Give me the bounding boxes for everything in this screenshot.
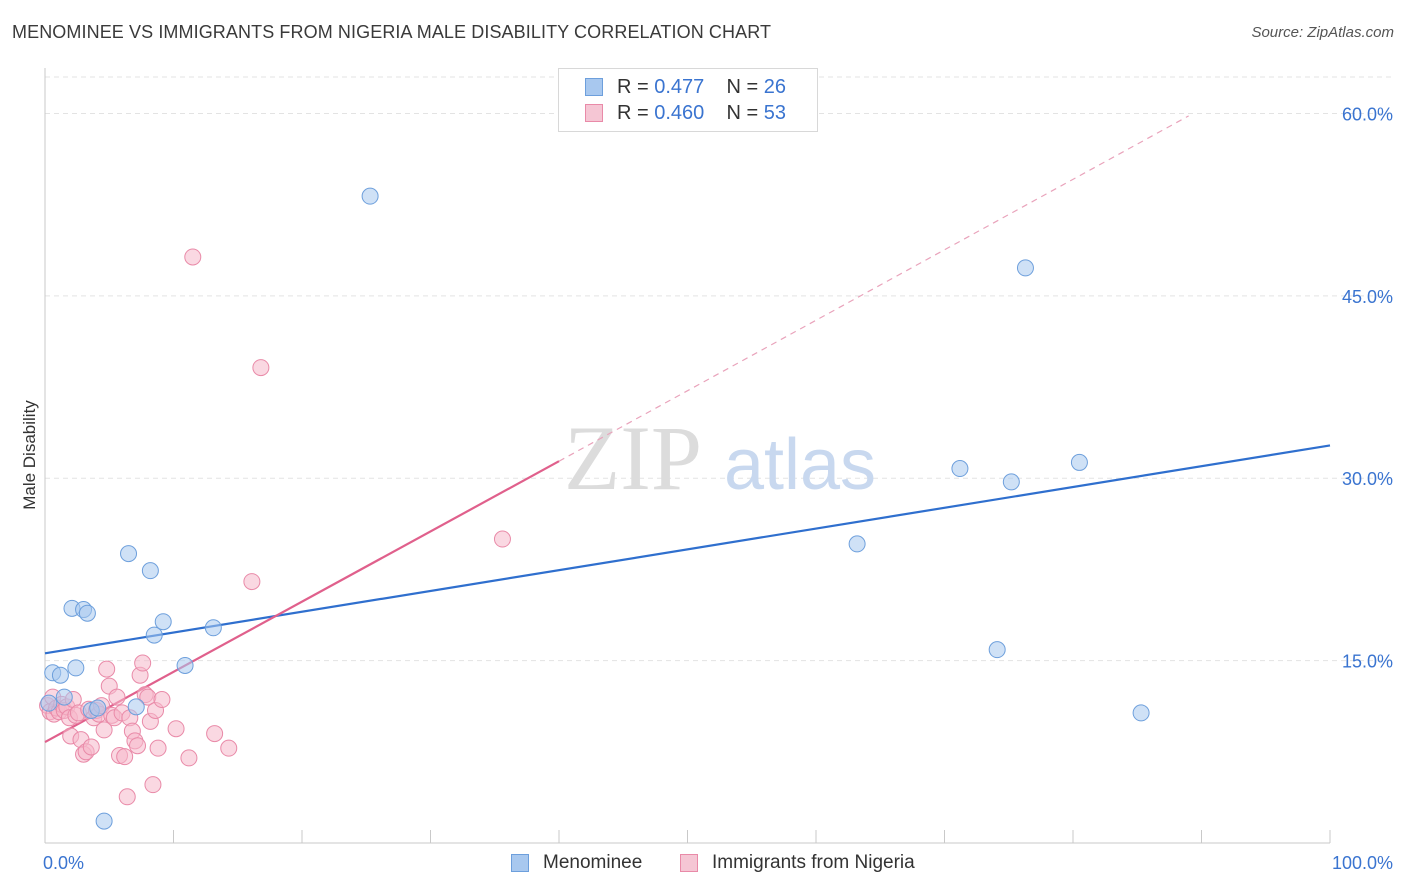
y-tick-label: 60.0%: [1342, 104, 1393, 124]
point-menominee: [67, 659, 85, 677]
point-nigeria: [95, 721, 113, 739]
point-nigeria: [153, 691, 171, 709]
y-tick-label: 15.0%: [1342, 652, 1393, 672]
point-nigeria: [149, 739, 167, 757]
point-nigeria: [206, 725, 224, 743]
point-nigeria: [82, 738, 100, 756]
point-nigeria: [144, 776, 162, 794]
x-tick-label: 100.0%: [1332, 853, 1393, 873]
point-nigeria: [98, 660, 116, 678]
legend-r-value: 0.460: [654, 102, 705, 124]
legend-n-label: N =: [726, 76, 759, 98]
legend-swatch-pink: [680, 854, 698, 872]
point-nigeria: [184, 248, 202, 266]
point-menominee: [120, 545, 138, 563]
point-menominee: [51, 666, 69, 684]
legend-r-value: 0.477: [654, 76, 705, 98]
legend-swatch-blue: [511, 854, 529, 872]
watermark: ZIP atlas: [564, 407, 876, 509]
point-menominee: [89, 699, 107, 717]
point-nigeria: [129, 737, 147, 755]
x-tick-label: 0.0%: [43, 853, 84, 873]
point-nigeria: [118, 788, 136, 806]
y-tick-label: 45.0%: [1342, 287, 1393, 307]
point-nigeria: [243, 573, 261, 591]
tick-labels: 15.0% 30.0% 45.0% 60.0% 0.0% 100.0%: [43, 104, 1393, 873]
legend-n-value: 53: [763, 102, 787, 124]
legend-swatch-blue: [585, 78, 603, 96]
trend-line-menominee: [44, 444, 1331, 655]
point-nigeria: [180, 749, 198, 767]
point-menominee: [176, 656, 194, 674]
point-menominee: [141, 562, 159, 580]
legend-r-label: R =: [617, 76, 649, 98]
y-axis-label: Male Disability: [20, 400, 39, 510]
point-menominee: [95, 812, 113, 830]
legend-n-label: N =: [726, 102, 759, 124]
point-menominee: [951, 460, 969, 478]
point-nigeria: [493, 530, 511, 548]
point-menominee: [204, 619, 222, 637]
point-menominee: [1002, 473, 1020, 491]
point-menominee: [127, 698, 145, 716]
point-nigeria: [108, 688, 126, 706]
point-menominee: [1070, 453, 1088, 471]
chart-title: MENOMINEE VS IMMIGRANTS FROM NIGERIA MAL…: [12, 22, 772, 42]
data-points: [39, 187, 1150, 830]
point-nigeria: [134, 654, 152, 672]
point-nigeria: [116, 748, 134, 766]
point-nigeria: [220, 739, 238, 757]
point-menominee: [1132, 704, 1150, 722]
watermark-zip: ZIP: [564, 407, 702, 509]
gridlines: [45, 76, 1395, 662]
point-menominee: [145, 626, 163, 644]
legend-r-label: R =: [617, 102, 649, 124]
correlation-legend: R = 0.477 N = 26 R = 0.460 N = 53: [558, 68, 818, 132]
trend-line-nigeria-extension: [558, 115, 1189, 462]
watermark-atlas: atlas: [724, 425, 876, 505]
trend-line-nigeria: [44, 460, 560, 744]
legend-n-value: 26: [763, 76, 787, 98]
y-tick-label: 30.0%: [1342, 469, 1393, 489]
source-credit: Source: ZipAtlas.com: [1251, 24, 1394, 41]
legend-label: Immigrants from Nigeria: [712, 852, 915, 873]
legend-label: Menominee: [543, 852, 643, 873]
point-nigeria: [252, 359, 270, 377]
point-menominee: [55, 688, 73, 706]
point-nigeria: [167, 720, 185, 738]
point-menominee: [154, 613, 172, 631]
trend-lines: [44, 115, 1331, 744]
point-menominee: [848, 535, 866, 553]
point-menominee: [40, 694, 58, 712]
point-menominee: [988, 641, 1006, 659]
point-menominee: [361, 187, 379, 205]
point-menominee: [78, 604, 96, 622]
legend-swatch-pink: [585, 104, 603, 122]
point-menominee: [1016, 259, 1034, 277]
